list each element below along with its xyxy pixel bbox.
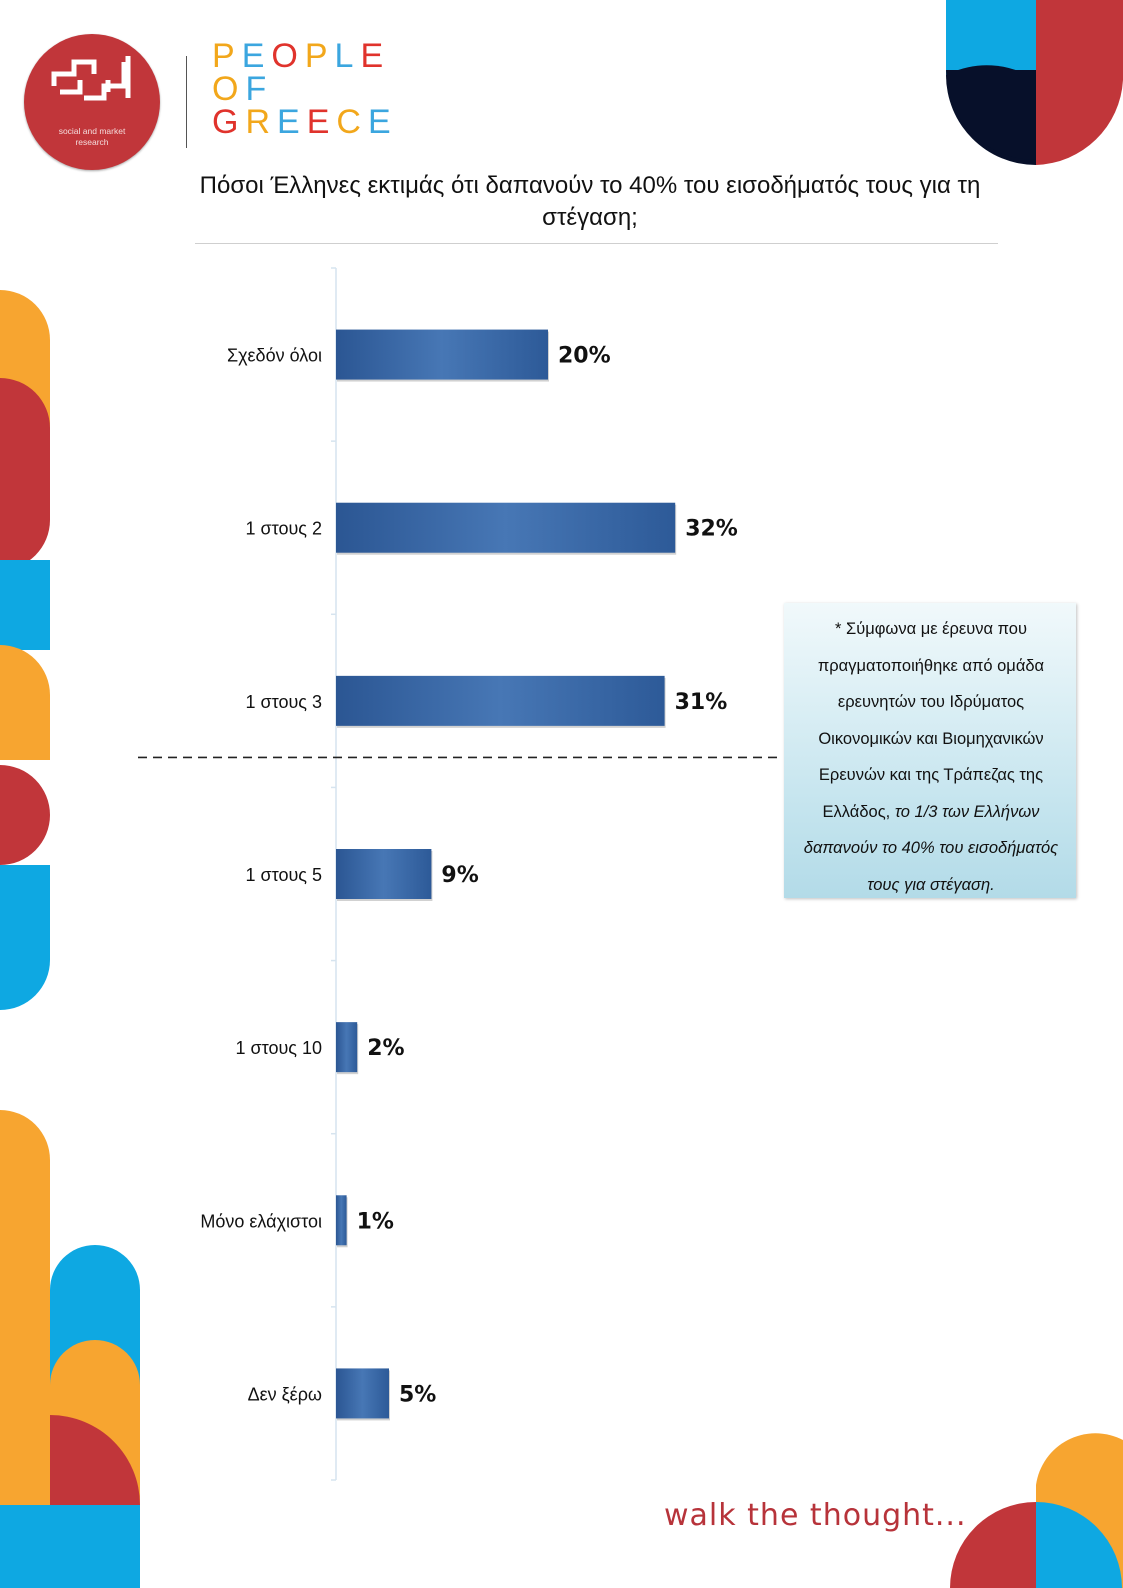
deco-left-blue-1 [0,560,50,650]
sed-logo: social and market research [24,34,160,170]
deco-tr-blue [946,0,1036,75]
pog-word-0: PEOPLE [212,37,398,75]
deco-left-red-1 [0,378,50,570]
deco-bl-blue-bottom [0,1505,140,1588]
pog-letter: F [245,70,274,108]
pog-word-2: GREECE [212,103,398,141]
bar [336,1368,389,1419]
deco-tr-navy-fill [946,70,1036,160]
people-of-greece-logo: PEOPLE OF GREECE [212,37,398,141]
value-label: 1% [357,1209,394,1234]
logo-divider [186,56,187,148]
category-label: 1 στους 5 [245,865,322,885]
deco-tr-red-top [1036,0,1123,70]
value-label: 32% [685,517,738,542]
pog-letter: E [241,37,272,75]
pog-letter: R [245,103,278,141]
pog-letter: L [334,37,361,75]
value-label: 31% [675,690,728,715]
category-label: Μόνο ελάχιστοι [200,1211,322,1231]
sed-logo-icon [51,56,131,101]
note-emphasis: το 1/3 των Ελλήνων δαπανούν το 40% του ε… [803,802,1059,894]
logo-caption-line2: research [75,137,109,147]
pog-letter: O [212,70,246,108]
pog-letter: E [367,103,398,141]
pog-letter: E [277,103,307,141]
deco-bl-red-quarter [50,1415,140,1505]
deco-tr-red-half [1036,70,1123,165]
note-text: * Σύμφωνα με έρευνα που πραγματοποιήθηκε… [817,620,1045,821]
bar [336,329,548,380]
bar [336,1022,358,1073]
bar [336,502,676,553]
bar [336,849,432,899]
pog-letter: O [271,37,305,75]
deco-br-red-quarter [950,1502,1036,1588]
pog-letter: E [360,37,391,75]
value-label: 2% [367,1036,404,1061]
title-divider [195,243,998,244]
deco-left-blue-2 [0,865,50,1010]
chart-title: Πόσοι Έλληνες εκτιμάς ότι δαπανούν το 40… [199,172,981,231]
pog-letter: G [212,103,246,141]
value-label: 5% [399,1382,436,1407]
bar [336,675,665,726]
category-label: 1 στους 3 [245,692,322,712]
research-note: * Σύμφωνα με έρευνα που πραγματοποιήθηκε… [784,603,1076,898]
value-label: 9% [441,863,478,888]
pog-word-1: OF [212,70,398,108]
category-label: 1 στους 10 [235,1038,322,1058]
deco-left-orange-2 [0,645,50,760]
pog-letter: E [306,103,337,141]
pog-letter: P [212,37,242,75]
pog-letter: C [336,103,368,141]
bar [336,1195,347,1246]
pog-letter: P [304,37,335,75]
logo-caption-line1: social and market [58,126,126,136]
deco-br-blue-quarter [1036,1502,1122,1588]
deco-left-red-2 [0,765,50,865]
category-label: Δεν ξέρω [248,1384,322,1404]
category-label: 1 στους 2 [245,519,322,539]
tagline: walk the thought... [664,1498,967,1533]
category-label: Σχεδόν όλοι [227,346,322,366]
value-label: 20% [558,344,611,369]
